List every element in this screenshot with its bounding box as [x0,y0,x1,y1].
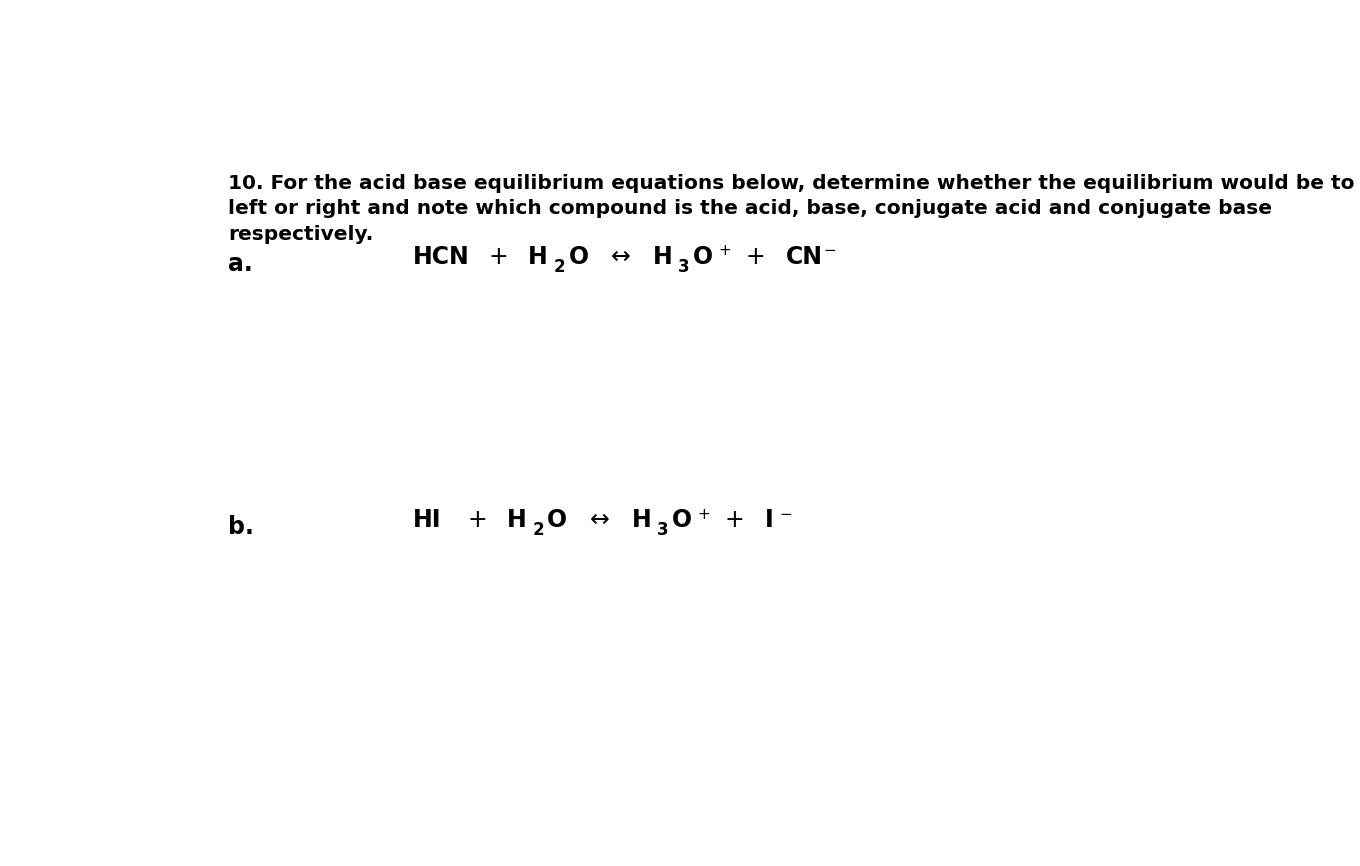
Text: −: − [779,507,792,521]
Text: H: H [528,245,548,269]
Text: HI: HI [412,508,441,533]
Text: a.: a. [228,252,253,276]
Text: 3: 3 [657,521,669,540]
Text: H: H [653,245,672,269]
Text: CN: CN [786,245,823,269]
Text: ↔: ↔ [611,245,630,269]
Text: 2: 2 [554,258,566,276]
Text: O: O [692,245,713,269]
Text: +: + [718,243,730,258]
Text: I: I [764,508,774,533]
Text: O: O [547,508,567,533]
Text: O: O [672,508,692,533]
Text: 2: 2 [533,521,544,540]
Text: +: + [696,507,710,521]
Text: +: + [745,245,766,269]
Text: H: H [507,508,528,533]
Text: +: + [468,508,487,533]
Text: 10. For the acid base equilibrium equations below, determine whether the equilib: 10. For the acid base equilibrium equati… [228,174,1360,193]
Text: H: H [631,508,651,533]
Text: ↔: ↔ [589,508,609,533]
Text: left or right and note which compound is the acid, base, conjugate acid and conj: left or right and note which compound is… [228,199,1272,218]
Text: respectively.: respectively. [228,224,373,243]
Text: +: + [488,245,509,269]
Text: −: − [824,243,836,258]
Text: 3: 3 [679,258,690,276]
Text: +: + [725,508,744,533]
Text: HCN: HCN [412,245,469,269]
Text: O: O [568,245,589,269]
Text: b.: b. [228,515,254,540]
